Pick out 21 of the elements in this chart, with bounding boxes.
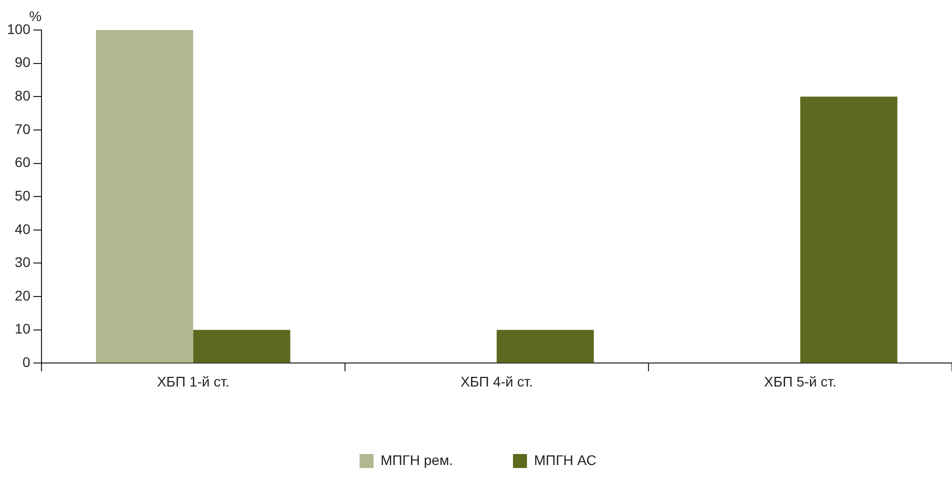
legend-label: МПГН АС — [534, 452, 596, 468]
x-tick-label: ХБП 1-й ст. — [156, 373, 230, 390]
x-tick-label: ХБП 5-й ст. — [764, 373, 836, 390]
bar — [496, 330, 594, 363]
y-tick-label: 0 — [22, 354, 31, 370]
y-tick-label: 90 — [14, 54, 31, 70]
y-tick-label: 80 — [14, 88, 31, 104]
y-tick-label: 10 — [14, 320, 31, 337]
legend-label: МПГН рем. — [380, 452, 453, 468]
bar — [96, 30, 194, 363]
y-tick-label: 100 — [7, 20, 31, 37]
y-tick-label: 30 — [14, 254, 31, 270]
y-tick-label: 70 — [14, 120, 31, 137]
y-axis-title: % — [29, 8, 42, 24]
y-tick-label: 60 — [14, 154, 31, 170]
y-tick-label: 20 — [14, 287, 31, 304]
y-tick-label: 50 — [14, 187, 31, 204]
bar — [800, 96, 898, 363]
y-tick-label: 40 — [14, 220, 31, 237]
bar — [193, 330, 290, 363]
x-tick-label: ХБП 4-й ст. — [460, 373, 533, 390]
